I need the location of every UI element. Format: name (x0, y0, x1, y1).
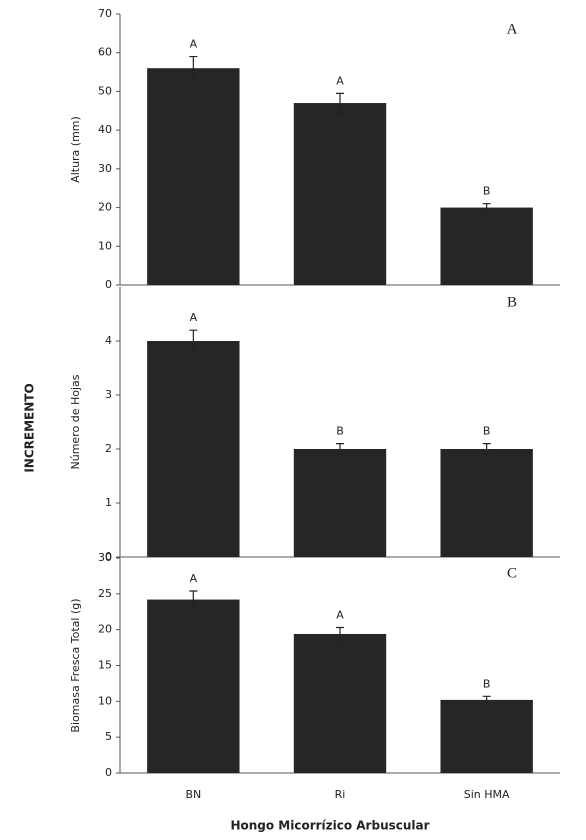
y-tick-label: 30 (98, 162, 112, 175)
figure-y-label: INCREMENTO (23, 383, 37, 472)
y-axis-label: Biomasa Fresca Total (g) (69, 598, 82, 732)
y-tick-label: 4 (105, 334, 112, 347)
bar (440, 699, 533, 773)
y-tick-label: 2 (105, 442, 112, 455)
y-axis-label: Altura (mm) (69, 116, 82, 183)
y-tick-label: 10 (98, 694, 112, 707)
y-tick-label: 1 (105, 496, 112, 509)
y-tick-label: 10 (98, 239, 112, 252)
panel-label: B (507, 294, 517, 310)
y-tick-label: 50 (98, 84, 112, 97)
y-tick-label: 60 (98, 46, 112, 59)
y-tick-label: 0 (105, 278, 112, 291)
error-bar (189, 590, 198, 609)
error-bar (189, 55, 198, 81)
y-tick-label: 40 (98, 123, 112, 136)
significance-label: A (190, 311, 198, 324)
panel-label: C (507, 565, 517, 581)
y-tick-label: 20 (98, 623, 112, 636)
x-tick-label: BN (185, 788, 201, 801)
significance-label: A (336, 609, 344, 622)
y-tick-label: 30 (98, 551, 112, 564)
bar (293, 103, 387, 286)
bar (293, 449, 387, 557)
bar (147, 341, 240, 557)
error-bar (482, 203, 491, 213)
y-tick-label: 20 (98, 201, 112, 214)
y-tick-label: 5 (105, 730, 112, 743)
x-tick-label: Ri (335, 788, 346, 801)
significance-label: A (336, 74, 344, 87)
error-bar (189, 329, 198, 353)
bar (440, 449, 533, 557)
bar (147, 68, 240, 285)
figure-x-label: Hongo Micorrízico Arbuscular (230, 819, 429, 833)
significance-label: A (190, 572, 198, 585)
y-tick-label: 70 (98, 7, 112, 20)
significance-label: B (336, 425, 344, 438)
y-axis-label: Número de Hojas (69, 374, 82, 469)
y-tick-label: 25 (98, 587, 112, 600)
x-tick-label: Sin HMA (464, 788, 510, 801)
panel-label: A (507, 21, 518, 37)
bar (440, 207, 533, 285)
error-bar (336, 443, 344, 455)
significance-label: B (483, 185, 491, 198)
y-tick-label: 3 (105, 388, 112, 401)
significance-label: B (483, 677, 491, 690)
error-bar (482, 695, 491, 705)
error-bar (482, 443, 491, 455)
y-tick-label: 0 (105, 550, 112, 563)
y-tick-label: 0 (105, 766, 112, 779)
bar (147, 599, 240, 773)
error-bar (336, 92, 344, 114)
significance-label: B (483, 425, 491, 438)
error-bar (336, 626, 344, 642)
significance-label: A (190, 38, 198, 51)
y-tick-label: 15 (98, 659, 112, 672)
bar (293, 633, 387, 773)
